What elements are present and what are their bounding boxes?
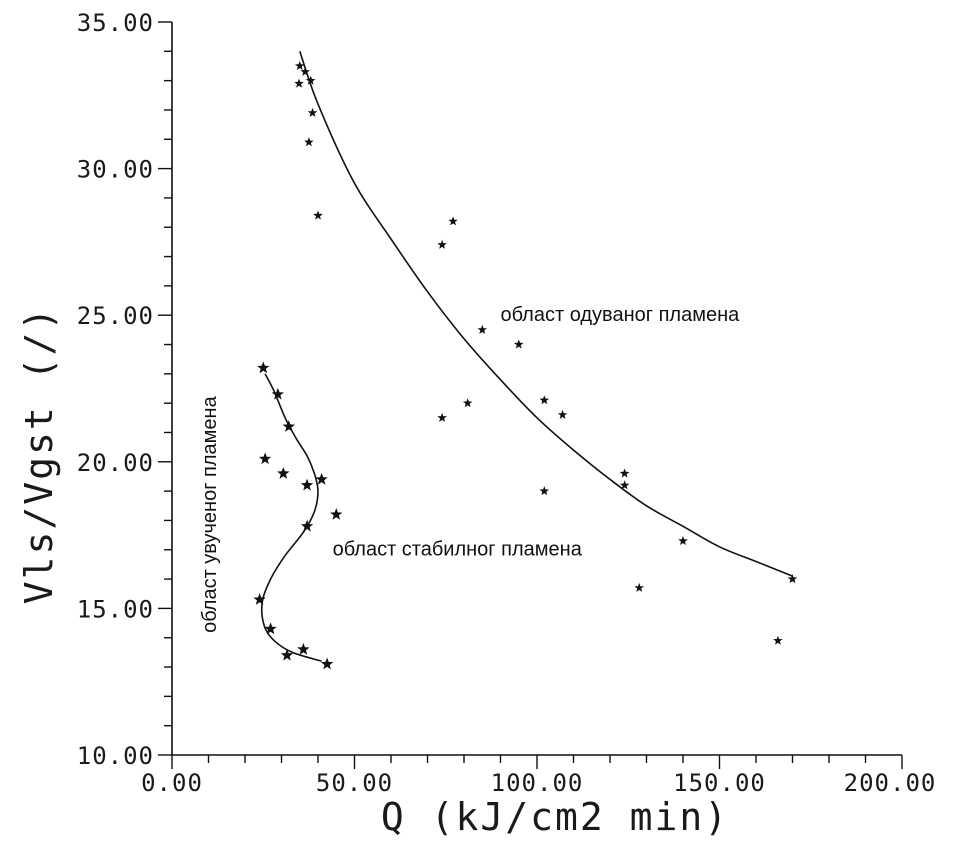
fit-curve-2	[260, 373, 322, 662]
y-ticks	[158, 21, 172, 756]
data-point	[313, 210, 323, 220]
data-point	[315, 472, 328, 485]
data-point	[305, 75, 316, 85]
x-tick-label: 150.00	[673, 769, 766, 797]
data-point	[304, 137, 314, 147]
data-point	[253, 593, 266, 605]
data-point	[271, 387, 284, 400]
data-point	[539, 395, 550, 405]
data-point	[282, 420, 295, 432]
data-point	[300, 478, 314, 491]
data-point	[280, 648, 294, 661]
y-tick-label: 35.00	[77, 9, 154, 37]
data-point	[277, 467, 290, 479]
data-point	[539, 486, 550, 496]
data-point	[297, 642, 310, 655]
x-tick-label: 0.00	[141, 769, 203, 797]
data-point	[557, 409, 568, 419]
data-point	[448, 216, 458, 226]
data-point	[257, 361, 270, 374]
y-axis: 10.00 15.00 20.00 25.00 30.00 35.00	[77, 9, 173, 770]
y-tick-labels: 10.00 15.00 20.00 25.00 30.00 35.00	[77, 9, 154, 770]
region-label: област увученог пламена	[199, 395, 221, 632]
data-point	[295, 61, 305, 70]
data-point	[264, 622, 277, 635]
data-point	[300, 66, 310, 76]
x-tick-label: 50.00	[316, 769, 393, 797]
x-axis-title: Q (kJ/cm2 min)	[381, 795, 729, 839]
fit-curve-1	[299, 51, 793, 577]
x-axis: 0.00 50.00 100.00 150.00 200.00	[141, 754, 937, 797]
data-point	[437, 239, 447, 249]
data-point	[773, 635, 783, 645]
y-tick-label: 10.00	[77, 742, 154, 770]
y-axis-title: Vls/Vgst (/)	[17, 306, 61, 605]
x-tick-labels: 0.00 50.00 100.00 150.00 200.00	[141, 769, 937, 797]
region-label: област стабилног пламена	[333, 539, 583, 561]
x-tick-label: 100.00	[491, 769, 584, 797]
data-point	[300, 519, 314, 532]
data-point	[294, 78, 304, 88]
y-tick-label: 30.00	[77, 156, 154, 184]
data-point	[514, 339, 524, 349]
data-point	[320, 657, 334, 670]
y-tick-label: 20.00	[77, 449, 154, 477]
data-point	[462, 398, 473, 408]
data-point	[678, 536, 688, 545]
fit-curves	[260, 51, 793, 662]
data-point	[619, 480, 630, 490]
data-point	[307, 107, 318, 117]
x-ticks	[171, 755, 903, 769]
data-point	[258, 452, 272, 465]
data-point	[619, 468, 630, 478]
data-point	[330, 508, 343, 520]
y-tick-label: 25.00	[77, 302, 154, 330]
y-tick-label: 15.00	[77, 595, 154, 623]
data-point	[477, 324, 487, 334]
x-tick-label: 200.00	[844, 769, 937, 797]
data-point	[437, 412, 447, 422]
data-points	[253, 61, 798, 670]
data-point	[634, 582, 644, 592]
data-point	[787, 574, 798, 584]
region-annotations: област одуваног пламена област стабилног …	[199, 304, 740, 633]
region-label: област одуваног пламена	[501, 304, 741, 326]
